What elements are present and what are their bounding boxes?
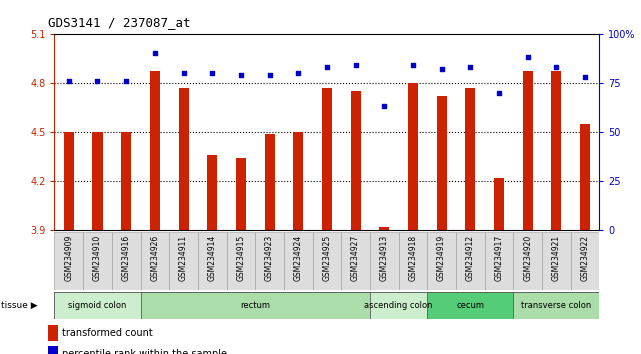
Bar — [293, 132, 303, 230]
Bar — [465, 88, 476, 230]
Bar — [236, 158, 246, 230]
Bar — [428, 232, 456, 290]
Text: GSM234926: GSM234926 — [151, 235, 160, 281]
Text: transverse colon: transverse colon — [521, 301, 592, 310]
Bar — [322, 88, 332, 230]
Point — [293, 70, 303, 76]
Text: GSM234916: GSM234916 — [122, 235, 131, 281]
Point — [92, 78, 103, 84]
Point — [207, 70, 217, 76]
Bar — [265, 133, 274, 230]
Text: GSM234912: GSM234912 — [466, 235, 475, 281]
Text: transformed count: transformed count — [62, 328, 153, 338]
Text: GSM234910: GSM234910 — [93, 235, 102, 281]
Bar — [570, 232, 599, 290]
Bar — [54, 232, 83, 290]
Text: sigmoid colon: sigmoid colon — [69, 301, 127, 310]
Point — [522, 55, 533, 60]
Text: GSM234911: GSM234911 — [179, 235, 188, 281]
Point — [150, 50, 160, 56]
Text: GSM234913: GSM234913 — [379, 235, 388, 281]
Bar — [351, 91, 361, 230]
Bar — [551, 71, 562, 230]
Point — [265, 72, 275, 78]
Bar — [370, 232, 399, 290]
Bar — [255, 232, 284, 290]
Point — [379, 103, 389, 109]
Bar — [48, 346, 58, 354]
Bar — [169, 232, 198, 290]
Point — [121, 78, 131, 84]
Bar — [284, 232, 313, 290]
Text: GDS3141 / 237087_at: GDS3141 / 237087_at — [48, 16, 190, 29]
Bar — [226, 232, 255, 290]
Point — [580, 74, 590, 80]
Bar — [313, 232, 341, 290]
Bar — [92, 132, 103, 230]
Point — [351, 62, 361, 68]
Text: GSM234909: GSM234909 — [64, 235, 73, 281]
Bar — [379, 227, 389, 230]
Bar — [437, 96, 447, 230]
Text: GSM234920: GSM234920 — [523, 235, 532, 281]
Bar — [399, 232, 428, 290]
Text: GSM234924: GSM234924 — [294, 235, 303, 281]
Point — [236, 72, 246, 78]
Point — [178, 70, 188, 76]
Text: GSM234921: GSM234921 — [552, 235, 561, 281]
Point — [494, 90, 504, 95]
Point — [465, 64, 476, 70]
Bar — [456, 232, 485, 290]
Bar — [83, 232, 112, 290]
Point — [322, 64, 332, 70]
Point — [551, 64, 562, 70]
Bar — [121, 132, 131, 230]
Text: GSM234919: GSM234919 — [437, 235, 446, 281]
Bar — [198, 232, 226, 290]
Text: GSM234915: GSM234915 — [237, 235, 246, 281]
Text: GSM234927: GSM234927 — [351, 235, 360, 281]
Bar — [428, 292, 513, 319]
Bar — [370, 292, 428, 319]
Bar — [140, 232, 169, 290]
Bar — [513, 232, 542, 290]
Text: cecum: cecum — [456, 301, 485, 310]
Text: GSM234918: GSM234918 — [408, 235, 417, 281]
Bar — [112, 232, 140, 290]
Text: tissue ▶: tissue ▶ — [1, 301, 38, 310]
Text: GSM234922: GSM234922 — [581, 235, 590, 281]
Point — [63, 78, 74, 84]
Bar — [64, 132, 74, 230]
Bar — [513, 292, 599, 319]
Point — [408, 62, 418, 68]
Bar — [54, 292, 140, 319]
Bar — [408, 83, 418, 230]
Bar — [485, 232, 513, 290]
Text: GSM234914: GSM234914 — [208, 235, 217, 281]
Bar — [140, 292, 370, 319]
Bar — [580, 124, 590, 230]
Text: GSM234917: GSM234917 — [494, 235, 503, 281]
Bar — [48, 325, 58, 341]
Bar — [341, 232, 370, 290]
Point — [437, 66, 447, 72]
Text: rectum: rectum — [240, 301, 271, 310]
Text: GSM234923: GSM234923 — [265, 235, 274, 281]
Text: GSM234925: GSM234925 — [322, 235, 331, 281]
Bar — [542, 232, 570, 290]
Text: percentile rank within the sample: percentile rank within the sample — [62, 349, 227, 354]
Bar — [178, 88, 188, 230]
Text: ascending colon: ascending colon — [364, 301, 433, 310]
Bar — [150, 71, 160, 230]
Bar — [522, 71, 533, 230]
Bar — [207, 155, 217, 230]
Bar — [494, 178, 504, 230]
